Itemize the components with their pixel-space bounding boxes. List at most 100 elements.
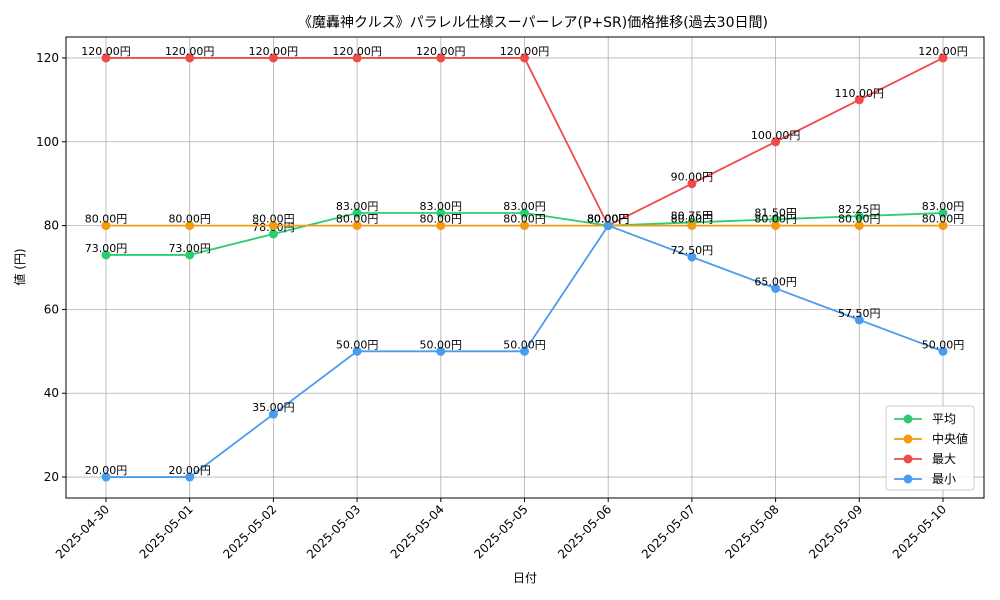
data-point [854, 211, 864, 221]
data-point [520, 221, 529, 231]
data-label: 80.00円 [587, 213, 630, 226]
y-tick-label: 20 [44, 470, 59, 484]
data-point [101, 53, 111, 63]
data-label: 83.00円 [503, 200, 546, 213]
data-point [687, 252, 697, 262]
legend-swatch-marker [903, 454, 913, 464]
data-point [938, 221, 948, 231]
x-tick-label: 2025-05-08 [723, 502, 782, 561]
data-label: 90.00円 [671, 171, 714, 184]
data-label: 100.00円 [751, 129, 801, 142]
data-point [687, 179, 697, 189]
data-label: 80.00円 [252, 213, 295, 226]
y-tick-label: 80 [44, 219, 59, 233]
legend-swatch-marker [903, 434, 913, 444]
data-label: 80.00円 [838, 213, 881, 226]
data-point [938, 208, 948, 218]
data-label: 80.00円 [754, 213, 797, 226]
data-label: 80.00円 [168, 213, 211, 226]
x-tick-label: 2025-05-09 [806, 502, 865, 561]
data-label: 81.50円 [754, 206, 797, 219]
data-label: 65.00円 [754, 275, 797, 288]
data-point [771, 221, 781, 231]
series-layer: 73.00円73.00円78.00円83.00円83.00円83.00円80.0… [81, 45, 968, 482]
data-label: 80.00円 [420, 213, 463, 226]
data-point [352, 346, 362, 356]
x-tick-label: 2025-05-05 [471, 502, 530, 561]
data-point [352, 208, 362, 218]
data-label: 50.00円 [420, 338, 463, 351]
data-label: 120.00円 [500, 45, 550, 58]
data-point [185, 250, 195, 260]
legend-swatch-marker [903, 474, 913, 484]
data-point [185, 53, 195, 63]
data-point [436, 346, 446, 356]
data-point [938, 53, 948, 63]
data-label: 80.00円 [336, 213, 379, 226]
data-point [520, 346, 529, 356]
data-label: 72.50円 [671, 244, 714, 257]
x-tick-label: 2025-05-01 [137, 502, 196, 561]
y-axis-label: 値 (円) [12, 248, 27, 285]
data-point [854, 315, 864, 325]
data-point [938, 346, 948, 356]
data-point [603, 221, 613, 231]
data-point [771, 137, 781, 147]
x-tick-label: 2025-05-03 [304, 502, 363, 561]
legend-item: 最小 [894, 472, 956, 486]
data-label: 80.75円 [671, 209, 714, 222]
data-point [268, 221, 278, 231]
data-label: 80.00円 [587, 213, 630, 226]
data-label: 50.00円 [503, 338, 546, 351]
data-label: 120.00円 [249, 45, 299, 58]
data-label: 110.00円 [835, 87, 885, 100]
data-point [436, 208, 446, 218]
data-label: 83.00円 [922, 200, 965, 213]
data-point [436, 221, 446, 231]
legend-label: 平均 [932, 412, 956, 426]
data-label: 50.00円 [336, 338, 379, 351]
data-label: 120.00円 [165, 45, 215, 58]
data-label: 120.00円 [416, 45, 466, 58]
data-label: 80.00円 [587, 213, 630, 226]
y-tick-label: 100 [36, 135, 59, 149]
y-axis: 20 40 60 80 100 120 [36, 51, 66, 484]
x-tick-label: 2025-05-06 [555, 502, 614, 561]
data-point [520, 208, 529, 218]
data-point [854, 221, 864, 231]
y-tick-label: 120 [36, 51, 59, 65]
data-label: 80.00円 [85, 213, 128, 226]
data-label: 120.00円 [81, 45, 131, 58]
data-point [101, 221, 111, 231]
data-label: 80.00円 [587, 213, 630, 226]
legend-box [885, 405, 975, 491]
data-point [101, 250, 111, 260]
x-axis-label: 日付 [513, 571, 537, 585]
data-label: 120.00円 [918, 45, 968, 58]
y-tick-label: 40 [44, 386, 59, 400]
data-label: 80.00円 [922, 213, 965, 226]
data-label: 80.00円 [503, 213, 546, 226]
data-label: 83.00円 [336, 200, 379, 213]
data-point [771, 214, 781, 224]
data-label: 73.00円 [168, 242, 211, 255]
series-1: 73.00円73.00円78.00円83.00円83.00円83.00円80.0… [85, 200, 965, 260]
data-point [101, 472, 111, 482]
data-label: 82.25円 [838, 203, 881, 216]
data-label: 120.00円 [332, 45, 382, 58]
data-point [687, 221, 697, 231]
legend-label: 最大 [932, 452, 956, 466]
data-label: 20.00円 [85, 464, 128, 477]
data-point [268, 53, 278, 63]
data-label: 50.00円 [922, 338, 965, 351]
data-label: 83.00円 [420, 200, 463, 213]
data-point [520, 53, 529, 63]
data-point [771, 283, 781, 293]
x-tick-label: 2025-04-30 [53, 502, 112, 561]
data-point [854, 95, 864, 105]
legend-item: 最大 [894, 452, 956, 466]
data-point [352, 221, 362, 231]
data-point [268, 229, 278, 239]
